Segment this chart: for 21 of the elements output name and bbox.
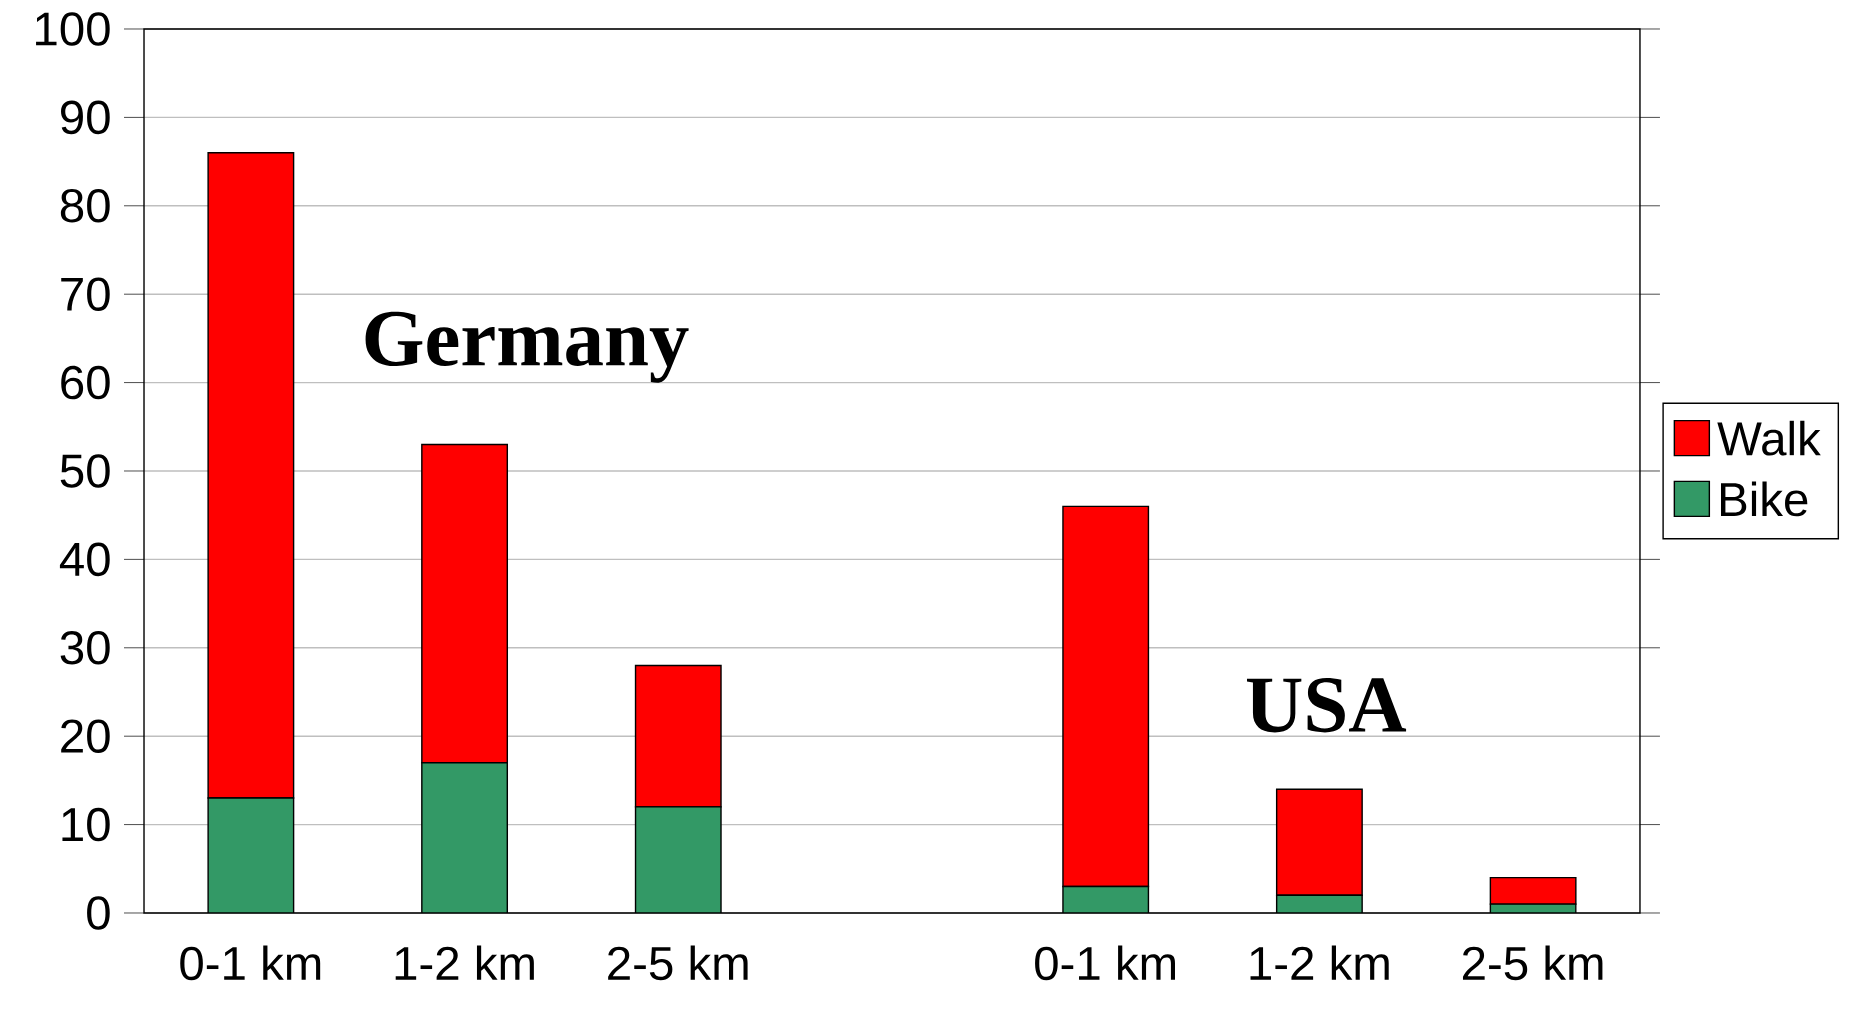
legend-label: Bike — [1721, 481, 1808, 517]
annotation: Germany — [365, 311, 689, 383]
y-tick-label: 100 — [36, 12, 110, 46]
y-tick-label: 10 — [62, 807, 110, 842]
y-tick-label: 20 — [61, 719, 110, 753]
x-tick-label: 0-1 km — [180, 945, 321, 981]
y-tick-label: 80 — [60, 189, 110, 223]
y-tick-label: 60 — [61, 365, 110, 400]
x-tick-label: 2-5 km — [608, 945, 748, 981]
x-tick-label: 2-5 km — [1462, 945, 1603, 981]
y-tick-label: 40 — [59, 542, 110, 577]
y-tick-label: 70 — [61, 277, 110, 311]
legend-label: Walk — [1717, 420, 1821, 456]
y-tick-label: 50 — [60, 454, 110, 488]
y-tick-label: 90 — [61, 100, 110, 135]
y-tick-label: 0 — [87, 896, 110, 930]
x-tick-label: 0-1 km — [1035, 945, 1175, 981]
y-tick-label: 30 — [60, 630, 110, 665]
x-tick-label: 1-2 km — [395, 945, 534, 980]
x-tick-label: 1-2 km — [1250, 945, 1389, 980]
annotation: USA — [1246, 678, 1407, 733]
